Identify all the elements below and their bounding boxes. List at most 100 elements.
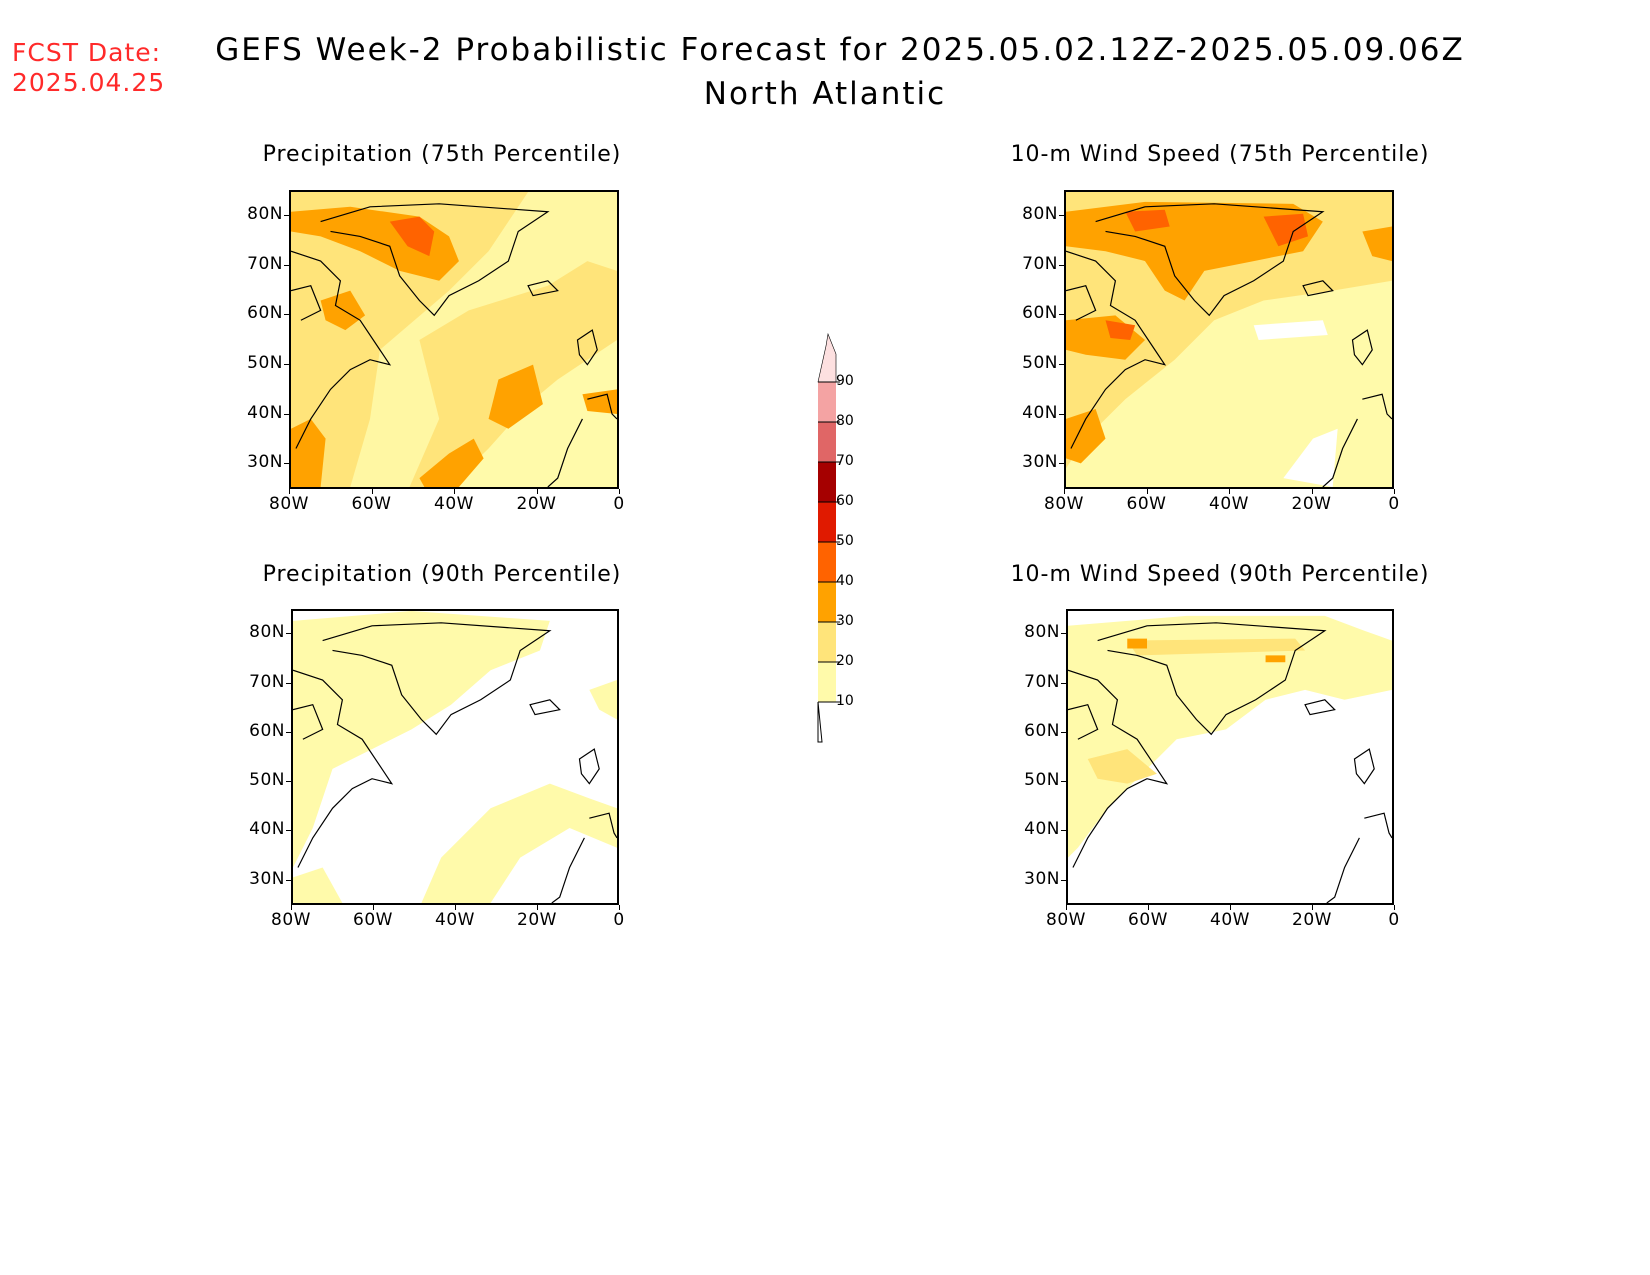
lon-label: 0 xyxy=(1388,910,1400,930)
colorbar-swatch xyxy=(818,622,836,662)
colorbar-label: 70 xyxy=(836,453,854,469)
lat-tick xyxy=(1061,830,1066,832)
colorbar-label: 90 xyxy=(836,373,854,389)
lat-label: 60N xyxy=(249,721,285,742)
lat-tick xyxy=(286,830,291,832)
lon-label: 80W xyxy=(271,910,311,930)
fcst-date-label: FCST Date: xyxy=(12,38,162,67)
lon-tick xyxy=(454,489,455,494)
lat-tick xyxy=(1061,879,1066,881)
lon-tick xyxy=(1064,489,1065,494)
lat-tick xyxy=(284,413,289,415)
colorbar-label: 40 xyxy=(836,573,854,589)
main-title: GEFS Week-2 Probabilistic Forecast for 2… xyxy=(215,32,1465,68)
lat-tick xyxy=(1061,683,1066,684)
colorbar-swatch xyxy=(818,542,836,582)
lon-label: 80W xyxy=(269,494,309,514)
lon-tick xyxy=(455,905,456,910)
lon-tick xyxy=(291,905,292,910)
lon-tick xyxy=(1394,905,1395,910)
lon-tick xyxy=(1230,905,1231,910)
lon-tick xyxy=(619,489,620,494)
lon-label: 20W xyxy=(517,910,557,930)
fcst-date-value: 2025.04.25 xyxy=(12,68,166,97)
lon-tick xyxy=(1312,905,1313,910)
lon-tick xyxy=(619,905,620,910)
colorbar-label: 10 xyxy=(836,693,854,709)
lat-tick xyxy=(1059,214,1064,216)
colorbar-label: 20 xyxy=(836,653,854,669)
lon-label: 20W xyxy=(1292,910,1332,930)
lat-label: 60N xyxy=(247,303,283,324)
lat-tick xyxy=(286,633,291,635)
colorbar-swatch xyxy=(818,502,836,542)
map-precip-90 xyxy=(291,609,619,905)
lat-tick xyxy=(284,364,289,366)
lat-tick xyxy=(286,683,291,684)
colorbar-swatch xyxy=(818,582,836,622)
fcst-date-block: FCST Date: 2025.04.25 xyxy=(12,38,165,98)
lat-label: 60N xyxy=(1024,721,1060,742)
lat-tick xyxy=(286,781,291,783)
lat-label: 80N xyxy=(1022,203,1058,224)
lat-label: 70N xyxy=(247,253,283,274)
map-precip-75 xyxy=(289,190,619,489)
lon-label: 40W xyxy=(434,494,474,514)
lat-tick xyxy=(1059,364,1064,366)
lon-label: 0 xyxy=(613,910,625,930)
lat-label: 50N xyxy=(1024,770,1060,791)
lat-label: 80N xyxy=(249,622,285,643)
lat-label: 40N xyxy=(247,402,283,423)
colorbar-label: 50 xyxy=(836,533,854,549)
lat-label: 40N xyxy=(249,819,285,840)
lon-tick xyxy=(1146,489,1148,494)
panel-title-wind-75: 10-m Wind Speed (75th Percentile) xyxy=(1010,142,1430,167)
lon-label: 40W xyxy=(1209,494,1249,514)
colorbar-label: 60 xyxy=(836,493,854,509)
lon-label: 0 xyxy=(1388,494,1400,514)
lat-label: 40N xyxy=(1022,402,1058,423)
lon-label: 40W xyxy=(435,910,475,930)
lat-label: 30N xyxy=(249,868,285,889)
lat-tick xyxy=(286,879,291,881)
lat-tick xyxy=(284,463,289,465)
lat-label: 70N xyxy=(1024,672,1060,692)
lat-tick xyxy=(1061,781,1066,783)
lat-tick xyxy=(1059,413,1064,415)
lon-label: 80W xyxy=(1044,494,1084,514)
colorbar-swatch xyxy=(818,662,836,702)
lon-tick xyxy=(371,489,373,494)
lon-tick xyxy=(1394,489,1395,494)
colorbar xyxy=(812,330,872,750)
lon-label: 20W xyxy=(1291,494,1332,514)
lat-label: 70N xyxy=(1022,253,1058,274)
lat-label: 30N xyxy=(1024,868,1060,889)
lat-label: 70N xyxy=(249,672,285,692)
region-title: North Atlantic xyxy=(703,76,947,112)
lat-tick xyxy=(284,214,289,216)
lon-tick xyxy=(1066,905,1067,910)
lon-label: 60W xyxy=(1128,910,1168,930)
lat-tick xyxy=(1059,264,1064,266)
lat-label: 30N xyxy=(247,452,283,473)
lon-tick xyxy=(289,489,290,494)
colorbar-swatch xyxy=(818,422,836,462)
lat-label: 50N xyxy=(247,353,283,374)
lat-label: 60N xyxy=(1022,303,1058,324)
lon-tick xyxy=(536,489,538,494)
lat-label: 80N xyxy=(247,203,283,224)
lon-tick xyxy=(1148,905,1149,910)
colorbar-swatch xyxy=(818,382,836,422)
lat-tick xyxy=(286,732,291,734)
lon-label: 40W xyxy=(1210,910,1250,930)
colorbar-swatch xyxy=(817,332,837,383)
lon-label: 0 xyxy=(613,494,625,514)
lat-label: 50N xyxy=(1022,353,1058,374)
lon-label: 80W xyxy=(1046,910,1086,930)
lon-tick xyxy=(1311,489,1313,494)
lat-tick xyxy=(284,264,289,266)
lat-tick xyxy=(1059,463,1064,465)
lat-label: 50N xyxy=(249,770,285,791)
panel-title-precip-75: Precipitation (75th Percentile) xyxy=(262,142,622,167)
lat-tick xyxy=(284,314,289,316)
